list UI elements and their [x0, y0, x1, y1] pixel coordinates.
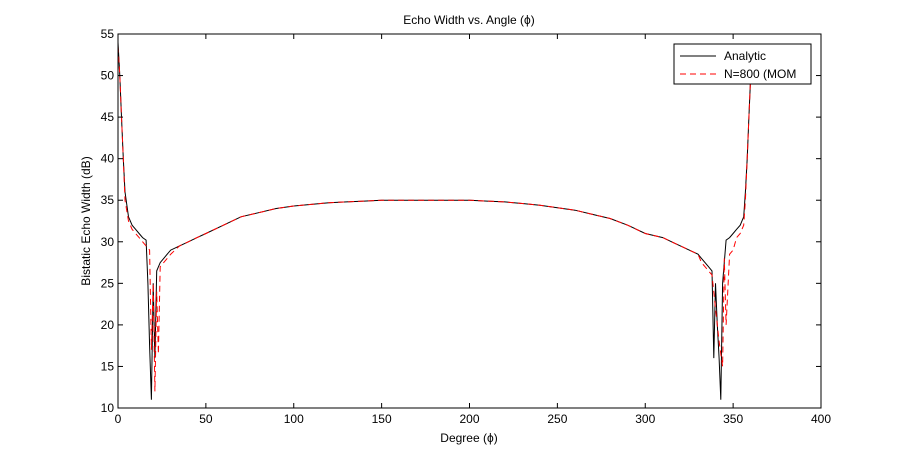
series-line-mom [117, 46, 752, 392]
x-tick-label: 50 [199, 412, 213, 426]
y-tick-label: 15 [101, 359, 115, 373]
y-tick-label: 20 [101, 318, 115, 332]
y-tick-label: 45 [101, 110, 115, 124]
y-tick-label: 40 [101, 152, 115, 166]
y-axis-label: Bistatic Echo Width (dB) [79, 156, 93, 285]
y-tick-label: 50 [101, 69, 115, 83]
series-layer [117, 42, 752, 400]
legend-box [673, 43, 812, 85]
y-tick-label: 35 [101, 193, 115, 207]
x-tick-label: 250 [547, 412, 567, 426]
y-tick-label: 30 [101, 235, 115, 249]
y-tick-label: 25 [101, 276, 115, 290]
series-line-analytic [117, 42, 752, 400]
y-tick-label: 10 [101, 401, 115, 415]
x-tick-label: 0 [115, 412, 122, 426]
x-tick-label: 200 [459, 412, 479, 426]
x-tick-label: 350 [723, 412, 743, 426]
x-tick-label: 150 [372, 412, 392, 426]
legend-label-analytic: Analytic [724, 49, 766, 63]
y-tick-label: 55 [101, 27, 115, 41]
x-tick-label: 400 [811, 412, 831, 426]
x-axis-label: Degree (ϕ) [440, 431, 497, 445]
x-tick-label: 300 [635, 412, 655, 426]
ticks-layer: 0 50 100 150 200 250 300 350 400 10 15 20 25 30 35 40 45… [101, 27, 832, 426]
legend-label-mom: N=800 (MOM [724, 67, 796, 81]
x-tick-label: 100 [284, 412, 304, 426]
plot-area [118, 34, 821, 408]
chart-title: Echo Width vs. Angle (ϕ) [403, 13, 534, 27]
legend: Analytic N=800 (MOM [673, 43, 812, 85]
